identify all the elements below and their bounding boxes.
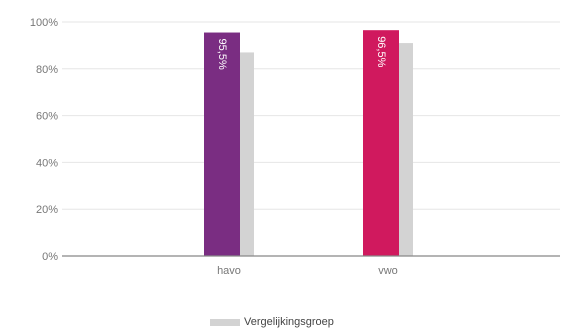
- y-tick-label: 60%: [36, 111, 58, 123]
- bar-main: [363, 30, 399, 256]
- y-tick-label: 20%: [36, 204, 58, 216]
- bar-main: [204, 32, 240, 256]
- legend-swatch-comparison: [210, 318, 240, 326]
- bar-comparison: [399, 43, 413, 257]
- bar-value-label: 95,5%: [216, 39, 228, 70]
- x-axis-categories: havo vwo: [217, 265, 398, 277]
- bar-chart: 0% 20% 40% 60% 80% 100% 95,5% 96,5% havo vwo: [30, 17, 560, 277]
- x-category-label: vwo: [378, 265, 398, 277]
- y-tick-label: 40%: [36, 157, 58, 169]
- bar-value-label: 96,5%: [375, 36, 387, 67]
- y-axis-ticks: 0% 20% 40% 60% 80% 100%: [30, 17, 58, 263]
- gridlines: [62, 21, 560, 210]
- y-tick-label: 80%: [36, 64, 58, 76]
- x-category-label: havo: [217, 265, 241, 277]
- bar-comparison: [240, 52, 254, 256]
- legend: Vergelijkingsgroep: [210, 316, 334, 328]
- y-tick-label: 100%: [30, 17, 58, 29]
- y-tick-label: 0%: [42, 251, 58, 263]
- legend-label-comparison: Vergelijkingsgroep: [244, 316, 334, 328]
- bars: 95,5% 96,5%: [204, 30, 413, 257]
